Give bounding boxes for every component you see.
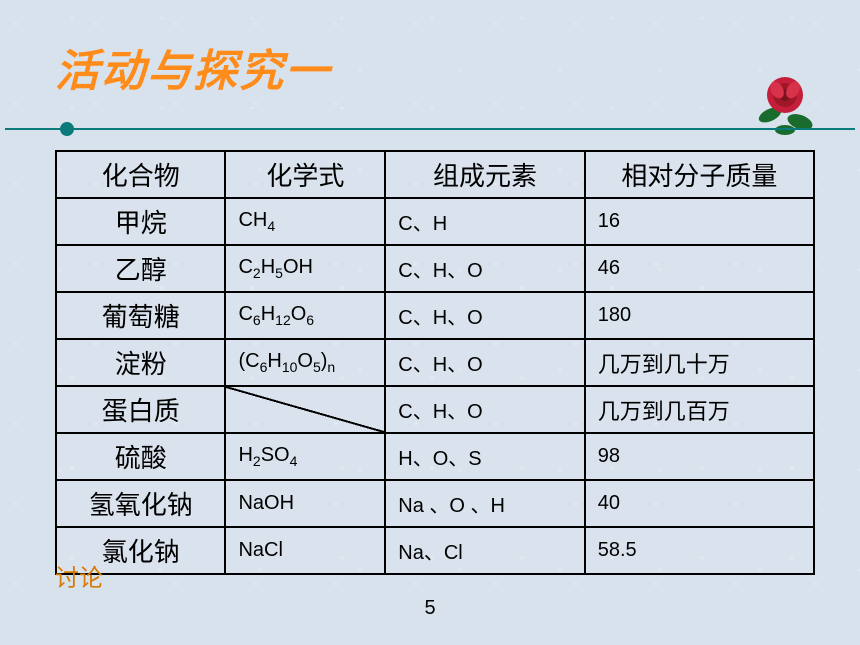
th-elements: 组成元素 xyxy=(385,151,584,198)
cell-compound-name: 乙醇 xyxy=(56,245,225,292)
table-row: 氯化钠NaClNa、Cl58.5 xyxy=(56,527,814,574)
discuss-label: 讨论 xyxy=(55,558,103,593)
cell-mass: 58.5 xyxy=(585,527,814,574)
table-header-row: 化合物 化学式 组成元素 相对分子质量 xyxy=(56,151,814,198)
table-row: 甲烷CH4C、H16 xyxy=(56,198,814,245)
cell-elements: C、H、O xyxy=(385,386,584,433)
rule-dot xyxy=(60,122,74,136)
cell-elements: C、H、O xyxy=(385,292,584,339)
cell-elements: Na、Cl xyxy=(385,527,584,574)
cell-formula: C2H5OH xyxy=(225,245,385,292)
th-mass: 相对分子质量 xyxy=(585,151,814,198)
cell-elements: C、H、O xyxy=(385,339,584,386)
cell-formula: H2SO4 xyxy=(225,433,385,480)
cell-elements: H、O、S xyxy=(385,433,584,480)
cell-mass: 98 xyxy=(585,433,814,480)
slide-title: 活动与探究一 xyxy=(55,35,331,99)
table-row: 蛋白质 C、H、O几万到几百万 xyxy=(56,386,814,433)
cell-mass: 16 xyxy=(585,198,814,245)
compound-table: 化合物 化学式 组成元素 相对分子质量 甲烷CH4C、H16乙醇C2H5OHC、… xyxy=(55,150,815,575)
horizontal-rule xyxy=(5,128,855,130)
cell-mass: 46 xyxy=(585,245,814,292)
table-row: 乙醇C2H5OHC、H、O46 xyxy=(56,245,814,292)
cell-compound-name: 淀粉 xyxy=(56,339,225,386)
cell-compound-name: 葡萄糖 xyxy=(56,292,225,339)
cell-compound-name: 硫酸 xyxy=(56,433,225,480)
cell-formula: CH4 xyxy=(225,198,385,245)
cell-formula xyxy=(225,386,385,433)
table-row: 氢氧化钠NaOHNa 、O 、H40 xyxy=(56,480,814,527)
cell-compound-name: 蛋白质 xyxy=(56,386,225,433)
table-row: 硫酸H2SO4H、O、S98 xyxy=(56,433,814,480)
cell-mass: 180 xyxy=(585,292,814,339)
cell-formula: (C6H10O5)n xyxy=(225,339,385,386)
cell-formula: NaOH xyxy=(225,480,385,527)
cell-mass: 40 xyxy=(585,480,814,527)
table-row: 淀粉(C6H10O5)nC、H、O几万到几十万 xyxy=(56,339,814,386)
table-row: 葡萄糖C6H12O6C、H、O180 xyxy=(56,292,814,339)
cell-formula: C6H12O6 xyxy=(225,292,385,339)
cell-mass: 几万到几百万 xyxy=(585,386,814,433)
table-body: 甲烷CH4C、H16乙醇C2H5OHC、H、O46葡萄糖C6H12O6C、H、O… xyxy=(56,198,814,574)
th-formula: 化学式 xyxy=(225,151,385,198)
page-number: 5 xyxy=(424,597,435,620)
cell-mass: 几万到几十万 xyxy=(585,339,814,386)
cell-compound-name: 氢氧化钠 xyxy=(56,480,225,527)
cell-elements: C、H、O xyxy=(385,245,584,292)
cell-elements: C、H xyxy=(385,198,584,245)
cell-compound-name: 甲烷 xyxy=(56,198,225,245)
th-compound: 化合物 xyxy=(56,151,225,198)
cell-formula: NaCl xyxy=(225,527,385,574)
cell-elements: Na 、O 、H xyxy=(385,480,584,527)
